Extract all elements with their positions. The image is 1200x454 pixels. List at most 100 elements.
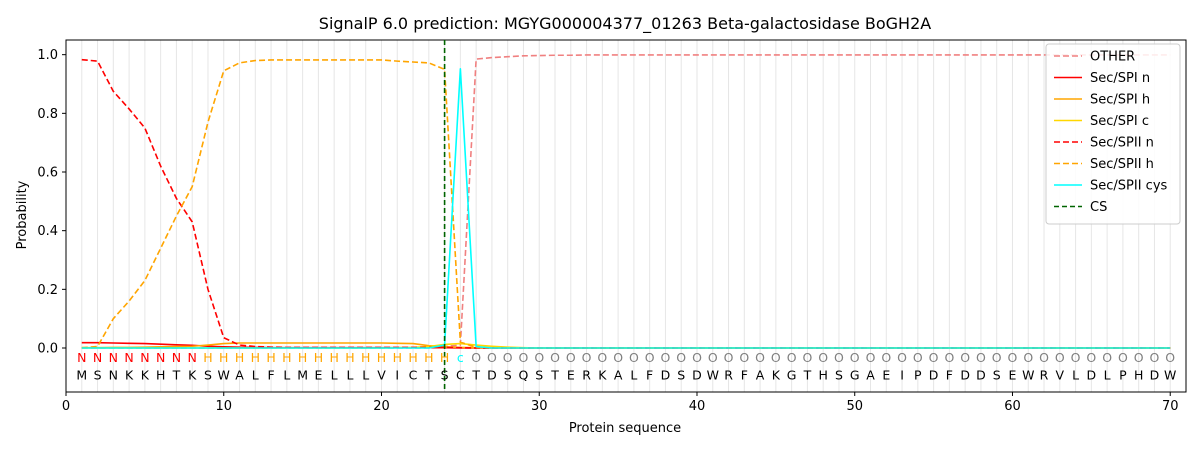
sequence-residue: I — [900, 368, 904, 383]
sequence-residue: T — [424, 368, 433, 383]
sequence-residue: S — [993, 368, 1001, 383]
region-label: N — [109, 350, 118, 365]
sequence-residue: L — [362, 368, 369, 383]
sequence-residue: F — [946, 368, 953, 383]
region-label: O — [1086, 350, 1096, 365]
sequence-residue: T — [550, 368, 559, 383]
region-label: O — [755, 350, 765, 365]
x-tick-label: 10 — [215, 399, 232, 414]
sequence-residue: P — [1119, 368, 1127, 383]
region-label: O — [944, 350, 954, 365]
sequence-residue: V — [1056, 368, 1065, 383]
sequence-residue: L — [1104, 368, 1111, 383]
plot-frame — [65, 39, 1187, 393]
sequence-residue: A — [235, 368, 244, 383]
sequence-residue: T — [471, 368, 480, 383]
region-label: O — [471, 350, 481, 365]
sequence-residue: R — [724, 368, 733, 383]
region-label: O — [676, 350, 686, 365]
sequence-residue: F — [741, 368, 748, 383]
region-label: O — [645, 350, 655, 365]
region-label: c — [457, 350, 464, 365]
region-label: O — [519, 350, 529, 365]
region-label: N — [93, 350, 102, 365]
region-label: O — [913, 350, 923, 365]
region-label: O — [1023, 350, 1033, 365]
sequence-residue: D — [929, 368, 939, 383]
region-label: O — [724, 350, 734, 365]
region-label: O — [1102, 350, 1112, 365]
sequence-residue: E — [1009, 368, 1017, 383]
sequence-residue: S — [835, 368, 843, 383]
sequence-residue: L — [1072, 368, 1079, 383]
sequence-residue: M — [297, 368, 308, 383]
region-label: O — [850, 350, 860, 365]
legend-entry: Sec/SPI c — [1090, 114, 1149, 129]
region-label: N — [124, 350, 133, 365]
region-label: O — [566, 350, 576, 365]
x-tick-label: 0 — [62, 399, 70, 414]
sequence-residue: M — [76, 368, 87, 383]
region-label: O — [992, 350, 1002, 365]
sequence-residue: K — [188, 368, 197, 383]
sequence-residue: K — [772, 368, 781, 383]
sequence-residue: E — [882, 368, 890, 383]
sequence-residue: A — [866, 368, 875, 383]
region-label: O — [929, 350, 939, 365]
region-label: O — [692, 350, 702, 365]
legend-entry: Sec/SPII cys — [1090, 179, 1168, 194]
region-label: H — [251, 350, 260, 365]
region-label: O — [534, 350, 544, 365]
region-label: H — [393, 350, 402, 365]
region-label: O — [802, 350, 812, 365]
sequence-residue: G — [850, 368, 860, 383]
region-label: H — [440, 350, 449, 365]
series-line-other — [81, 54, 1171, 349]
sequence-residue: L — [630, 368, 637, 383]
sequence-residue: D — [487, 368, 497, 383]
sequence-residue: C — [456, 368, 465, 383]
region-label: O — [1118, 350, 1128, 365]
sequence-residue: W — [218, 368, 230, 383]
sequence-residue: L — [283, 368, 290, 383]
x-axis-label: Protein sequence — [569, 421, 681, 436]
region-label: O — [881, 350, 891, 365]
legend-entry: Sec/SPII h — [1090, 157, 1154, 172]
sequence-residue: H — [156, 368, 165, 383]
plot-area: 0 10 20 30 40 50 60 700.00.20.40.60.81.0NMNSNNN… — [37, 39, 1187, 414]
region-label: O — [834, 350, 844, 365]
sequence-residue: L — [346, 368, 353, 383]
region-label: H — [314, 350, 323, 365]
sequence-residue: W — [707, 368, 719, 383]
region-label: O — [597, 350, 607, 365]
x-tick-label: 50 — [846, 399, 863, 414]
region-label: O — [897, 350, 907, 365]
legend-box — [1045, 43, 1181, 225]
sequence-residue: A — [614, 368, 623, 383]
sequence-residue: V — [377, 368, 386, 383]
sequence-residue: E — [314, 368, 322, 383]
region-label: N — [156, 350, 165, 365]
sequence-residue: Q — [519, 368, 529, 383]
y-tick-label: 1.0 — [37, 48, 58, 63]
sequence-residue: D — [1087, 368, 1097, 383]
sequence-residue: F — [646, 368, 653, 383]
y-axis-label: Probability — [15, 180, 30, 249]
sequence-residue: D — [661, 368, 671, 383]
sequence-residue: D — [1150, 368, 1160, 383]
region-label: N — [140, 350, 149, 365]
sequence-residue: T — [803, 368, 812, 383]
legend: OTHER Sec/SPI n Sec/SPI h Sec/SPI c Sec/SPII… — [1045, 43, 1181, 225]
region-label: O — [866, 350, 876, 365]
region-label: O — [976, 350, 986, 365]
region-label: O — [629, 350, 639, 365]
sequence-residue: S — [94, 368, 102, 383]
sequence-residue: L — [331, 368, 338, 383]
region-label: O — [1055, 350, 1065, 365]
y-tick-label: 0.4 — [37, 224, 58, 239]
sequence-residue: D — [960, 368, 970, 383]
sequence-residue: D — [976, 368, 986, 383]
region-label: H — [345, 350, 354, 365]
